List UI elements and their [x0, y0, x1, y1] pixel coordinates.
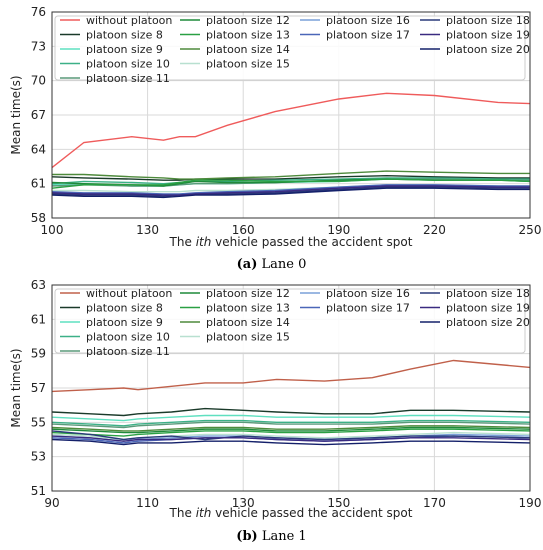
- legend-label: platoon size 15: [206, 58, 290, 71]
- x-tick-label: 90: [44, 496, 59, 510]
- legend-box: [54, 288, 526, 354]
- y-tick-label: 59: [31, 347, 46, 361]
- y-tick-label: 51: [31, 484, 46, 498]
- legend-label: platoon size 17: [326, 29, 410, 42]
- x-tick-label: 190: [327, 223, 350, 237]
- series-line: [51, 178, 530, 187]
- series-line: [51, 421, 531, 429]
- series-line: [51, 425, 531, 432]
- plot-frame: [51, 11, 531, 219]
- y-tick-label: 61: [31, 312, 46, 326]
- series-line: [51, 438, 531, 446]
- y-tick-label: 63: [31, 278, 46, 292]
- legend-label: platoon size 14: [206, 316, 290, 329]
- series-line: [51, 184, 530, 195]
- caption-label: (b): [236, 529, 258, 544]
- x-tick-label: 100: [41, 223, 64, 237]
- y-tick-label: 61: [31, 177, 46, 191]
- x-axis-label: The ith vehicle passed the accident spot: [169, 506, 413, 520]
- series-line: [51, 414, 531, 422]
- x-tick-label: 130: [136, 223, 159, 237]
- y-tick-label: 58: [31, 211, 46, 225]
- legend-label: platoon size 13: [206, 302, 290, 315]
- legend-label: platoon size 8: [86, 302, 163, 315]
- series-line: [51, 186, 530, 198]
- y-axis-label: Mean time(s): [9, 75, 23, 154]
- y-tick-label: 70: [31, 74, 46, 88]
- series-line: [51, 430, 531, 441]
- series-line: [51, 407, 531, 417]
- caption-text: Lane 1: [261, 529, 307, 544]
- series-line: [52, 170, 530, 180]
- x-tick-label: 220: [423, 223, 446, 237]
- y-tick-label: 73: [31, 39, 46, 53]
- plot-frame: [51, 284, 531, 492]
- series-line: [51, 187, 530, 199]
- y-tick-label: 53: [31, 450, 46, 464]
- legend-label: platoon size 12: [206, 287, 290, 300]
- legend-label: platoon size 11: [86, 345, 170, 358]
- x-tick-label: 150: [327, 496, 350, 510]
- y-tick-label: 57: [31, 381, 46, 395]
- legend-label: platoon size 12: [206, 14, 290, 27]
- x-tick-label: 110: [136, 496, 159, 510]
- legend-label: platoon size 9: [86, 316, 163, 329]
- y-axis-label: Mean time(s): [9, 348, 23, 427]
- caption-label: (a): [236, 257, 258, 272]
- series-line: [51, 426, 531, 434]
- legend-label: without platoon: [86, 14, 172, 27]
- series-line: [51, 185, 530, 196]
- legend-label: platoon size 11: [86, 72, 170, 85]
- legend-label: platoon size 8: [86, 29, 163, 42]
- legend-label: platoon size 9: [86, 43, 163, 56]
- series-line: [51, 178, 531, 189]
- x-tick-label: 130: [232, 496, 255, 510]
- series-line: [51, 174, 530, 181]
- chart-1: 90 110 130 150 170 190 51 53 55 57 59 61 63 without p…: [9, 278, 541, 520]
- y-tick-label: 76: [31, 5, 46, 19]
- legend-label: platoon size 14: [206, 43, 290, 56]
- x-tick-label: 170: [423, 496, 446, 510]
- legend-label: platoon size 15: [206, 331, 290, 344]
- x-axis-label: The ith vehicle passed the accident spot: [169, 235, 413, 249]
- y-tick-label: 67: [31, 108, 46, 122]
- legend-label: platoon size 18: [446, 14, 530, 27]
- y-tick-label: 55: [31, 415, 46, 429]
- legend-label: platoon size 10: [86, 331, 170, 344]
- chart-0: 100 130 160 190 220 250 58 61 64 67 70 73 76 without …: [9, 5, 541, 249]
- legend-label: platoon size 20: [446, 43, 530, 56]
- legend-label: platoon size 19: [446, 302, 530, 315]
- legend-label: platoon size 13: [206, 29, 290, 42]
- legend-box: [54, 15, 526, 81]
- legend-label: platoon size 16: [326, 287, 410, 300]
- series-line: [51, 177, 530, 185]
- legend-label: platoon size 17: [326, 302, 410, 315]
- legend-label: platoon size 10: [86, 58, 170, 71]
- legend-label: platoon size 16: [326, 14, 410, 27]
- legend-label: platoon size 19: [446, 29, 530, 42]
- legend-label: without platoon: [86, 287, 172, 300]
- x-tick-label: 250: [519, 223, 542, 237]
- caption-text: Lane 0: [261, 257, 307, 272]
- legend-label: platoon size 20: [446, 316, 530, 329]
- caption-lane-0: (a) Lane 0: [0, 257, 543, 272]
- series-line: [51, 419, 531, 427]
- series-line: [51, 428, 531, 437]
- x-tick-label: 160: [232, 223, 255, 237]
- legend-label: platoon size 18: [446, 287, 530, 300]
- series-line: [51, 359, 531, 393]
- series-line: [51, 435, 531, 442]
- caption-lane-1: (b) Lane 1: [0, 529, 543, 544]
- series-line: [51, 92, 531, 169]
- x-tick-label: 190: [519, 496, 542, 510]
- y-tick-label: 64: [31, 142, 46, 156]
